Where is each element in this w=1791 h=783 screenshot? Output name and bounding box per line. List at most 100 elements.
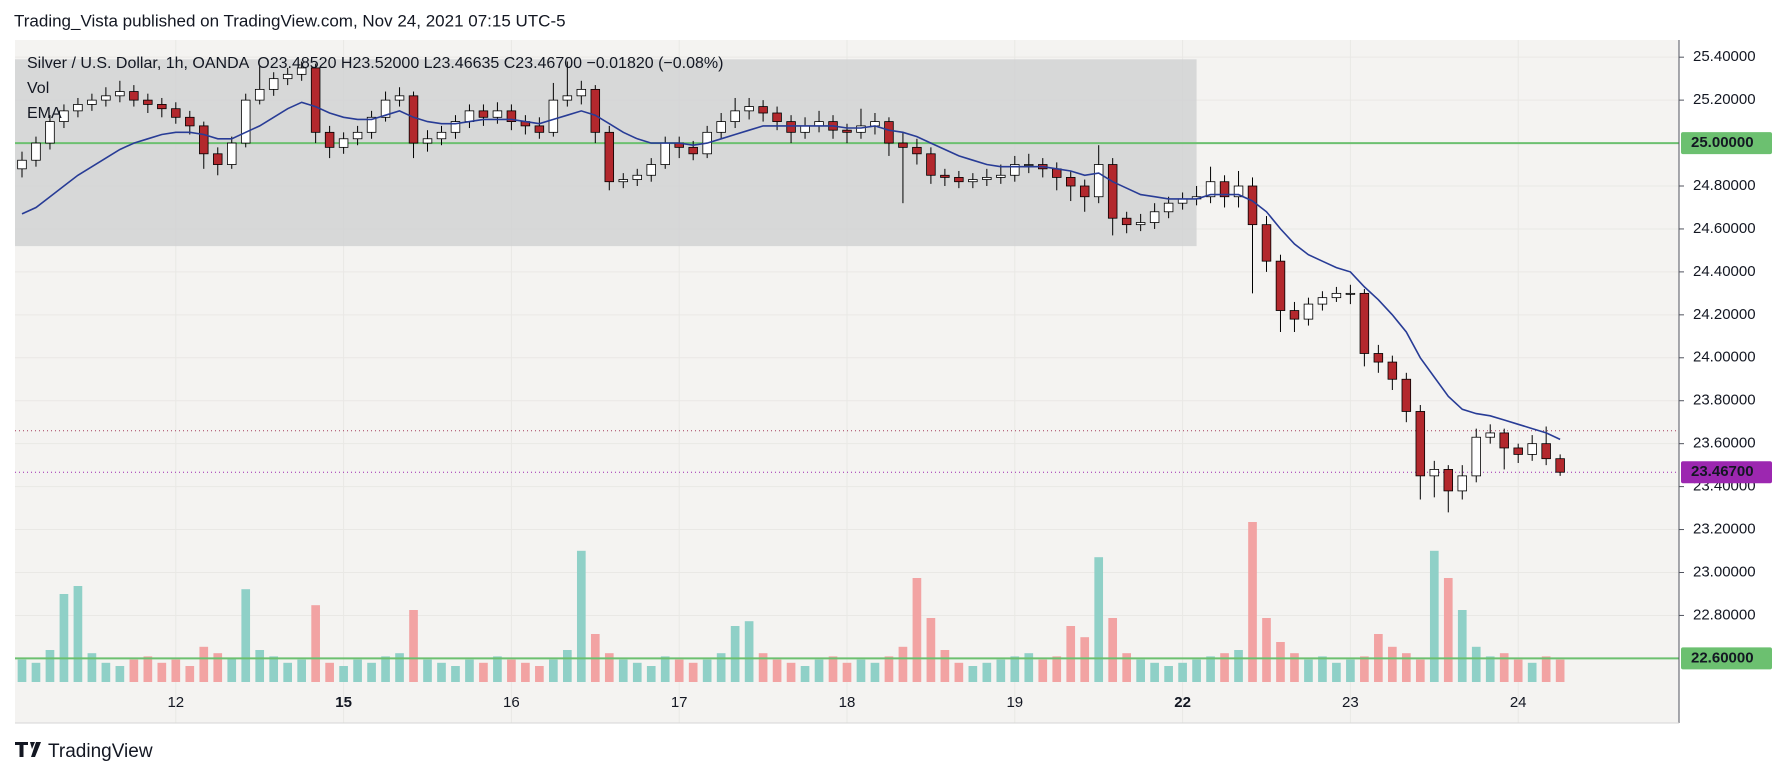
volume-bar	[1276, 642, 1285, 682]
volume-bar	[1122, 653, 1131, 682]
y-tick-label: 23.60000	[1693, 435, 1756, 452]
volume-bar	[1304, 659, 1313, 682]
volume-bar	[17, 659, 27, 682]
candle-body	[394, 95, 405, 101]
volume-bar	[563, 650, 572, 682]
legend-ohlc: O23.48520 H23.52000 L23.46635 C23.46700 …	[257, 55, 723, 72]
volume-bar	[1136, 659, 1145, 682]
logo-icon	[15, 742, 41, 757]
candle-body	[996, 174, 1006, 178]
candle-body	[562, 95, 573, 101]
candle-body	[1093, 164, 1104, 198]
candle-body	[1275, 260, 1286, 311]
ema-layer	[21, 101, 1561, 441]
candle-body	[1303, 303, 1314, 320]
volume-bar	[549, 659, 558, 682]
volume-bar	[1066, 626, 1076, 682]
candle-body	[408, 95, 419, 144]
volume-bar	[213, 653, 223, 682]
volume-bar	[688, 662, 698, 682]
volume-bar	[185, 666, 195, 682]
volume-bar	[1010, 656, 1020, 682]
candle-body	[1247, 185, 1258, 226]
volume-bar	[856, 659, 866, 682]
candle-body	[1513, 447, 1523, 455]
volume-bar	[772, 659, 782, 682]
volume-bar	[493, 656, 502, 682]
volume-bar	[1415, 659, 1425, 682]
volume-bar	[842, 662, 852, 682]
candle-body	[1024, 164, 1034, 166]
candle-body	[884, 121, 894, 144]
candle-body	[1499, 432, 1509, 449]
x-tick-label: 12	[167, 694, 184, 711]
candle-body	[366, 116, 377, 133]
volume-bar	[507, 659, 516, 682]
volume-bar	[297, 659, 306, 682]
candle-body	[199, 125, 209, 155]
candle-body	[1121, 217, 1132, 226]
volume-bar	[1318, 656, 1327, 682]
volume-bar	[171, 659, 181, 682]
candle-body	[1527, 443, 1537, 455]
volume-bar	[898, 646, 908, 682]
candle-body	[660, 142, 670, 165]
volume-bar	[968, 666, 978, 682]
volume-bar	[479, 662, 488, 682]
price-label: 22.60000	[1691, 649, 1754, 666]
candle-body	[324, 131, 335, 148]
x-tick-label: 15	[335, 694, 352, 711]
candle-body	[450, 121, 461, 133]
volume-bar	[367, 662, 376, 682]
candle-body	[1359, 292, 1370, 354]
candle-body	[1429, 469, 1440, 477]
ema-line	[21, 101, 1561, 441]
volume-bar	[1360, 656, 1369, 682]
candle-body	[143, 99, 153, 105]
volume-bar	[1401, 653, 1411, 682]
candle-body	[1149, 211, 1160, 223]
volume-bar	[912, 578, 922, 682]
x-tick-label: 16	[503, 694, 520, 711]
volume-bar	[1262, 618, 1271, 682]
volume-bar	[1206, 656, 1215, 682]
candle-body	[171, 108, 181, 118]
candle-body	[898, 142, 908, 148]
candle-body	[912, 146, 922, 155]
volume-bar	[814, 659, 824, 682]
brand-logo: TradingView	[15, 741, 153, 762]
y-tick-label: 22.80000	[1693, 606, 1756, 623]
volume-bar	[1094, 557, 1104, 682]
candle-body	[73, 104, 83, 112]
candle-body	[380, 99, 391, 118]
candle-body	[59, 110, 69, 122]
candle-body	[604, 131, 615, 183]
volume-bar	[1485, 656, 1495, 682]
candle-body	[576, 88, 587, 97]
volume-bar	[199, 646, 209, 682]
volume-bar	[1346, 659, 1355, 682]
volume-bar	[646, 666, 656, 682]
candle-body	[115, 91, 125, 97]
volume-bar	[1178, 662, 1187, 682]
candle-body	[1401, 378, 1412, 412]
y-tick-label: 23.00000	[1693, 563, 1756, 580]
volume-bar	[339, 666, 348, 682]
volume-bar	[1443, 578, 1453, 682]
x-tick-label: 17	[671, 694, 688, 711]
candle-body	[786, 121, 796, 133]
candle-body	[1457, 475, 1467, 492]
volume-bar	[1080, 637, 1090, 682]
volume-bar	[1248, 522, 1257, 682]
volume-bar	[1457, 610, 1467, 682]
candle-body	[254, 88, 265, 101]
volume-bar	[884, 656, 894, 682]
candle-body	[646, 164, 656, 176]
x-tick-label: 22	[1174, 694, 1191, 711]
volume-bar	[730, 626, 740, 682]
legend-indicator: EMA	[27, 105, 62, 122]
volume-bar	[1388, 646, 1397, 682]
volume-bar	[618, 659, 628, 682]
volume-bar	[982, 662, 992, 682]
